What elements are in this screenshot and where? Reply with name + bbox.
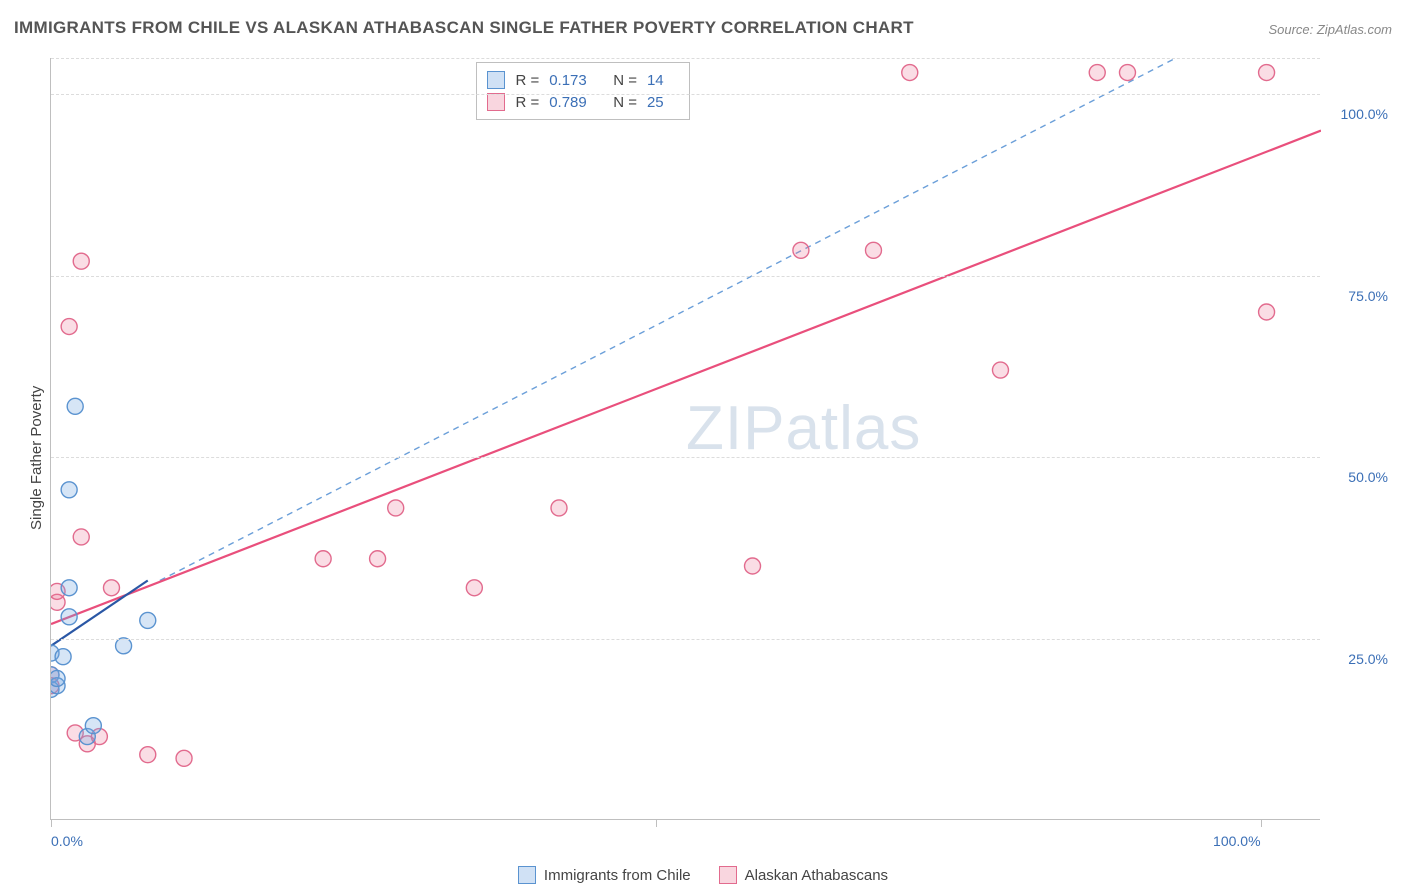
n-value: 14 bbox=[647, 72, 675, 89]
x-tick bbox=[656, 819, 657, 827]
athabascan-point bbox=[140, 747, 156, 763]
x-tick bbox=[1261, 819, 1262, 827]
chile-point bbox=[61, 609, 77, 625]
athabascan-point bbox=[61, 319, 77, 335]
athabascan-point bbox=[370, 551, 386, 567]
y-tick-label: 100.0% bbox=[1341, 106, 1388, 122]
grid-line bbox=[51, 276, 1320, 277]
chart-container: IMMIGRANTS FROM CHILE VS ALASKAN ATHABAS… bbox=[0, 0, 1406, 892]
athabascan-point bbox=[992, 362, 1008, 378]
legend-item: Alaskan Athabascans bbox=[719, 866, 888, 884]
chart-source: Source: ZipAtlas.com bbox=[1268, 22, 1392, 37]
athabascan-point bbox=[1259, 304, 1275, 320]
r-value: 0.789 bbox=[549, 94, 603, 111]
chile-point bbox=[116, 638, 132, 654]
athabascan-point bbox=[315, 551, 331, 567]
legend-label: Alaskan Athabascans bbox=[745, 867, 888, 884]
y-tick-label: 25.0% bbox=[1348, 651, 1388, 667]
correlation-row: R = 0.173 N = 14 bbox=[487, 69, 675, 91]
series-legend: Immigrants from Chile Alaskan Athabascans bbox=[0, 866, 1406, 884]
athabascan-point bbox=[73, 529, 89, 545]
athabascan-point bbox=[388, 500, 404, 516]
legend-swatch bbox=[487, 71, 505, 89]
athabascan-point bbox=[902, 65, 918, 81]
y-tick-label: 50.0% bbox=[1348, 469, 1388, 485]
r-value: 0.173 bbox=[549, 72, 603, 89]
athabascan-point bbox=[466, 580, 482, 596]
chile-point bbox=[55, 649, 71, 665]
legend-item: Immigrants from Chile bbox=[518, 866, 691, 884]
athabascan-point bbox=[551, 500, 567, 516]
grid-line bbox=[51, 457, 1320, 458]
legend-swatch bbox=[487, 93, 505, 111]
y-axis-label: Single Father Poverty bbox=[28, 386, 45, 530]
plot-area: ZIPatlas R =0.173N =14R =0.789N =25 25.0… bbox=[50, 58, 1320, 820]
athabascan-point bbox=[73, 253, 89, 269]
r-label: R = bbox=[515, 72, 539, 89]
athabascan-point bbox=[103, 580, 119, 596]
y-tick-label: 75.0% bbox=[1348, 288, 1388, 304]
n-value: 25 bbox=[647, 94, 675, 111]
athabascan-point bbox=[793, 242, 809, 258]
chile-point bbox=[140, 612, 156, 628]
r-label: R = bbox=[515, 94, 539, 111]
chart-svg bbox=[51, 58, 1321, 820]
grid-line bbox=[51, 58, 1320, 59]
legend-label: Immigrants from Chile bbox=[544, 867, 691, 884]
grid-line bbox=[51, 639, 1320, 640]
athabascan-point bbox=[176, 750, 192, 766]
athabascan-point bbox=[1259, 65, 1275, 81]
athabascan-point bbox=[1089, 65, 1105, 81]
legend-swatch bbox=[719, 866, 737, 884]
legend-swatch bbox=[518, 866, 536, 884]
n-label: N = bbox=[613, 72, 637, 89]
athabascan-point bbox=[1119, 65, 1135, 81]
n-label: N = bbox=[613, 94, 637, 111]
chile-point bbox=[51, 670, 65, 686]
athabascan-point bbox=[745, 558, 761, 574]
chile-point bbox=[67, 398, 83, 414]
chile-point bbox=[61, 482, 77, 498]
chile-point bbox=[85, 718, 101, 734]
chile-point bbox=[61, 580, 77, 596]
x-tick-label: 0.0% bbox=[51, 833, 83, 849]
correlation-legend: R = 0.173 N = 14 R = 0.789 N = 25 bbox=[476, 62, 690, 120]
x-tick bbox=[51, 819, 52, 827]
x-tick-label: 100.0% bbox=[1213, 833, 1260, 849]
chart-title: IMMIGRANTS FROM CHILE VS ALASKAN ATHABAS… bbox=[14, 18, 914, 38]
athabascan-point bbox=[865, 242, 881, 258]
grid-line bbox=[51, 94, 1320, 95]
